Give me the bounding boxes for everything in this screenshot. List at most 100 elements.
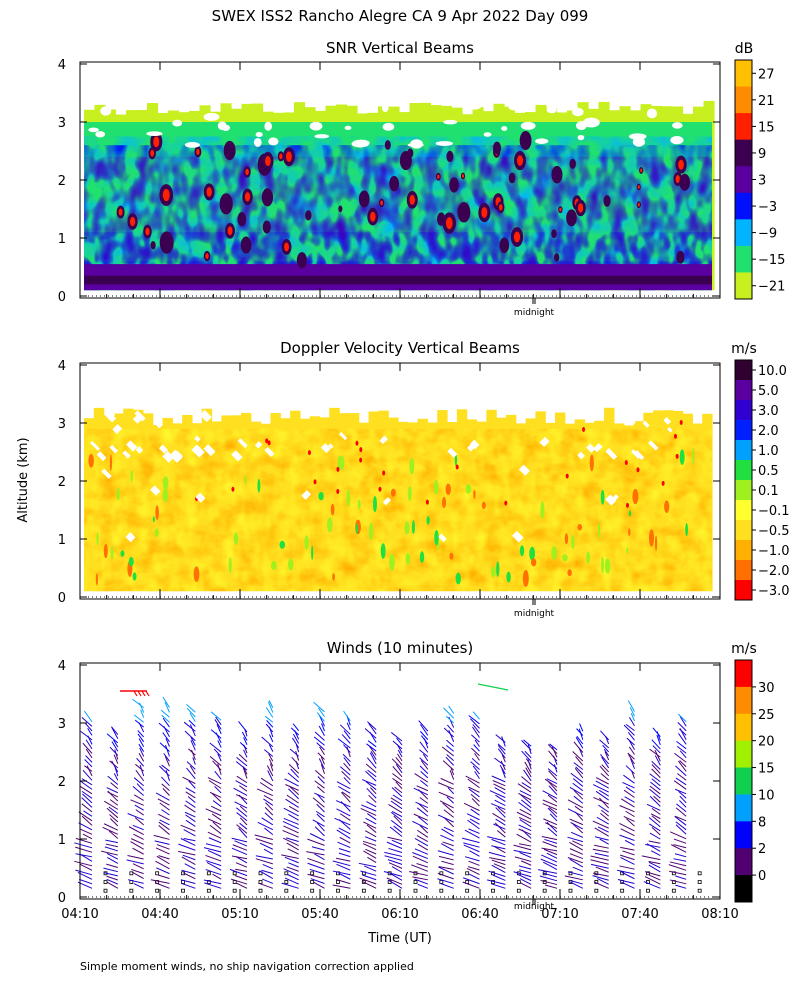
wind-barb (203, 847, 222, 853)
wind-barb (186, 761, 196, 770)
wind-barb (257, 821, 274, 831)
doppler-streak (530, 558, 537, 567)
wind-barb (622, 781, 635, 789)
wind-barb (160, 709, 170, 718)
wind-barb (468, 788, 480, 798)
wind-barb (133, 777, 144, 787)
wind-barb (165, 744, 170, 757)
wind-barb (569, 848, 584, 855)
wind-barb (488, 870, 506, 877)
wind-barb (209, 742, 222, 753)
wind-barb (392, 778, 403, 786)
colorbar-label: 8 (758, 815, 766, 830)
wind-barb (102, 826, 119, 835)
wind-barb (232, 844, 248, 851)
wind-barb (569, 858, 584, 868)
doppler-gap (135, 446, 144, 454)
snr-echo-core (265, 155, 271, 167)
wind-barb (392, 773, 403, 782)
doppler-gap (320, 443, 331, 454)
wind-barb (109, 760, 119, 769)
colorbar-swatch (735, 420, 752, 441)
wind-barb (490, 803, 506, 810)
wind-barb (621, 871, 635, 880)
doppler-streak (419, 551, 425, 564)
wind-barb (592, 875, 609, 881)
snr-gap (582, 117, 600, 128)
snr-gap (351, 140, 370, 148)
wind-barb (259, 870, 274, 879)
wind-barb (190, 739, 196, 751)
doppler-streak (244, 475, 247, 485)
wind-barb (630, 758, 635, 770)
wind-barb (159, 802, 170, 811)
wind-barb (363, 850, 377, 859)
snr-echo (499, 237, 510, 254)
wind-barb (288, 862, 299, 868)
wind-calm-marker (697, 888, 702, 893)
wind-barb (414, 848, 429, 855)
winds-panel-title: Winds (10 minutes) (327, 639, 474, 657)
wind-barb (474, 739, 480, 747)
x-tick-label: 05:10 (221, 907, 258, 922)
wind-barb (387, 836, 403, 842)
doppler-gap (231, 450, 243, 462)
wind-barb (412, 852, 429, 860)
doppler-streak (382, 470, 386, 476)
wind-barb (468, 860, 480, 866)
doppler-gap (195, 492, 206, 503)
snr-gap (672, 122, 683, 129)
wind-barb (75, 846, 93, 853)
snr-echo-core (637, 185, 640, 189)
wind-barb (254, 834, 273, 840)
wind-barb (292, 737, 300, 749)
wind-barb (518, 865, 532, 870)
doppler-streak (130, 469, 133, 483)
doppler-streak (332, 573, 335, 581)
wind-barb (438, 855, 454, 861)
wind-barb (261, 817, 274, 826)
wind-barb (617, 869, 635, 875)
snr-gap (382, 122, 395, 131)
wind-barb (519, 790, 532, 797)
wind-barb (311, 846, 325, 851)
wind-barb (621, 881, 635, 889)
doppler-field (84, 407, 713, 592)
wind-barb (620, 856, 635, 865)
wind-barb (82, 793, 93, 804)
wind-barb (288, 813, 299, 821)
wind-barb (265, 723, 274, 733)
wind-barb (393, 825, 403, 833)
wind-barb (367, 856, 377, 864)
wind-barb (595, 866, 609, 873)
colorbar-swatch (735, 400, 752, 421)
snr-gap (268, 137, 279, 146)
doppler-streak (257, 478, 261, 493)
wind-barb (154, 882, 170, 889)
wind-barb (384, 851, 403, 857)
snr-gap (520, 121, 536, 130)
wind-barb (419, 797, 429, 804)
wind-barb (316, 742, 325, 751)
wind-barb (336, 808, 351, 817)
doppler-streak (567, 569, 572, 577)
wind-barb (364, 830, 377, 838)
wind-barb (81, 778, 93, 786)
wind-barb (238, 785, 248, 792)
wind-barb (395, 756, 403, 766)
wind-barb (600, 773, 609, 781)
wind-barb (489, 790, 506, 799)
wind-barb (570, 822, 584, 830)
doppler-gap (539, 436, 550, 447)
wind-barb (106, 807, 119, 819)
wind-barb (628, 717, 635, 727)
doppler-gap (379, 435, 388, 445)
wind-barb (164, 702, 170, 713)
wind-barb (471, 734, 480, 743)
doppler-panel-title: Doppler Velocity Vertical Beams (280, 339, 520, 357)
wind-barb (420, 770, 429, 779)
wind-barb (131, 868, 144, 875)
wind-barb (501, 768, 506, 779)
wind-barb (650, 850, 661, 856)
